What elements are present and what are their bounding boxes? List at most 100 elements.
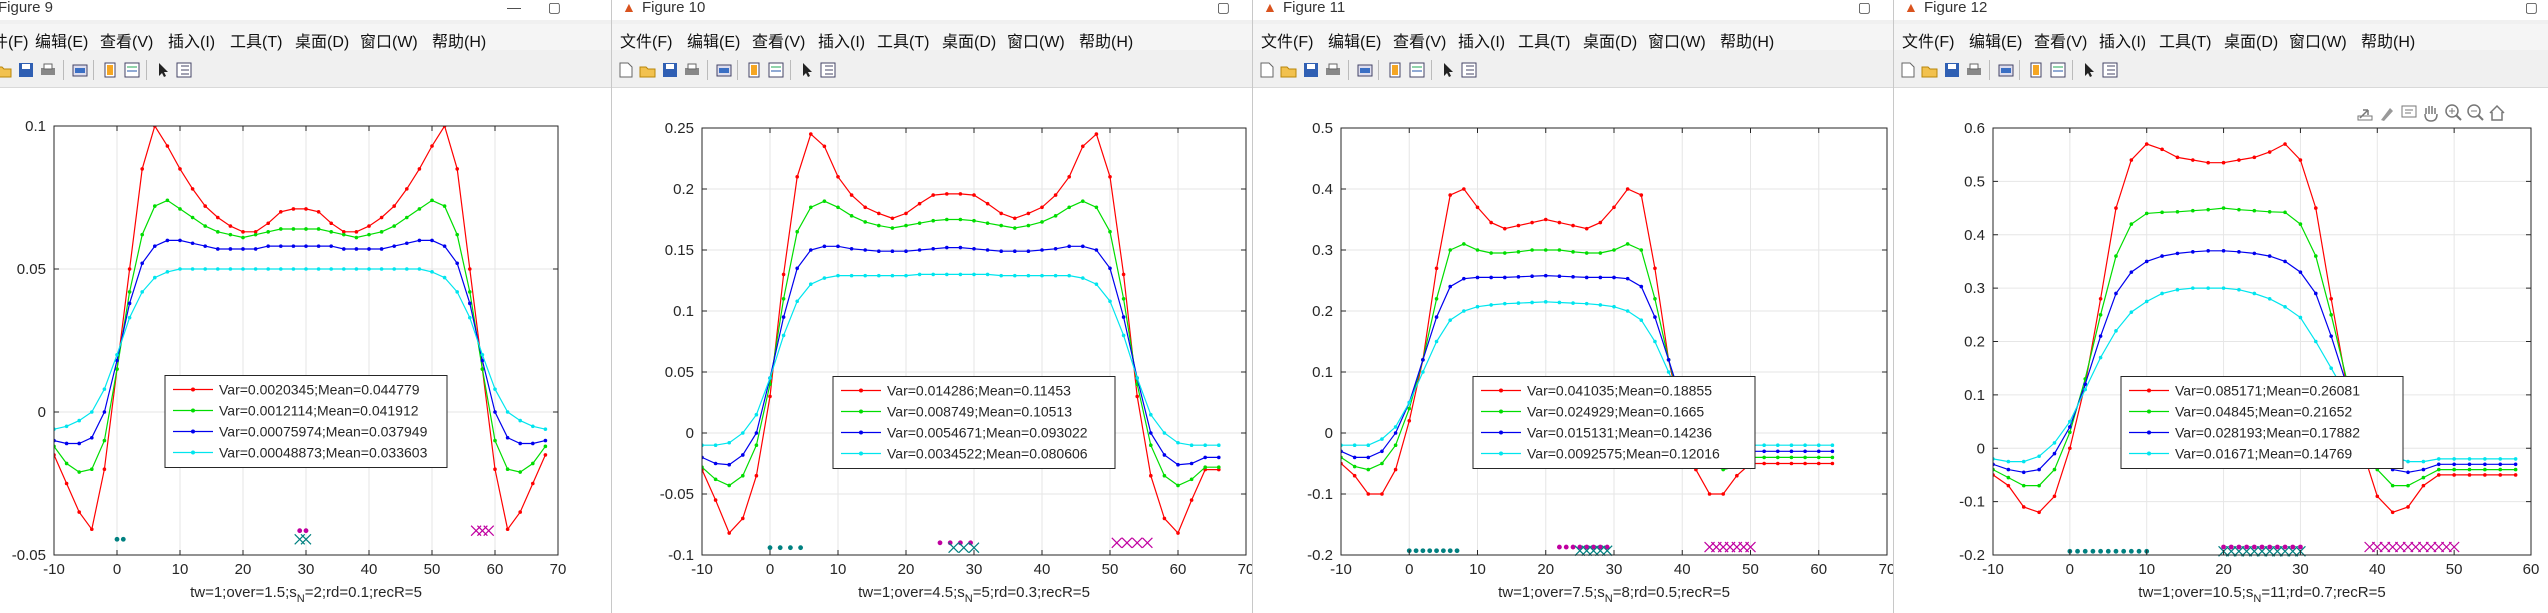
series-point-1 [1135,394,1139,399]
series-point-3 [266,244,271,248]
colorbar-icon[interactable] [100,60,119,79]
menu-tools[interactable]: 工具(T) [2159,34,2212,51]
series-point-2 [1489,251,1493,255]
series-point-3 [863,248,867,252]
menu-window[interactable]: 窗口(W) [1007,34,1065,51]
brush-icon[interactable] [2381,108,2393,121]
link-plot-icon[interactable] [714,60,733,79]
menu-edit[interactable]: 编辑(E) [687,34,741,51]
pointer-icon[interactable] [1438,60,1457,79]
series-point-2 [713,477,718,482]
menu-view[interactable]: 查看(V) [1393,34,1447,51]
series-point-3 [2114,291,2118,296]
legend-entry-1: Var=0.041035;Mean=0.18855 [1527,383,1712,399]
new-figure-icon[interactable] [616,60,635,79]
menu-tools[interactable]: 工具(T) [230,34,283,51]
legend-icon[interactable] [1407,60,1426,79]
menu-help[interactable]: 帮助(H) [1720,34,1775,51]
menu-desktop[interactable]: 桌面(D) [1583,34,1638,51]
menu-file[interactable]: 文件(F) [0,34,29,51]
link-plot-icon[interactable] [1355,60,1374,79]
series-point-4 [291,267,296,271]
link-plot-icon[interactable] [70,60,89,79]
menu-desktop[interactable]: 桌面(D) [2224,34,2279,51]
series-point-1 [367,224,371,228]
property-inspector-icon[interactable] [818,60,837,79]
pointer-icon[interactable] [153,60,172,79]
colorbar-icon[interactable] [2026,60,2045,79]
save-icon[interactable] [660,60,679,79]
pointer-icon[interactable] [2079,60,2098,79]
minimize-button[interactable]: — [507,0,521,15]
menu-desktop[interactable]: 桌面(D) [295,34,350,51]
maximize-button[interactable]: ▢ [1857,0,1871,15]
open-file-icon[interactable] [1279,60,1298,79]
menu-help[interactable]: 帮助(H) [1079,34,1134,51]
maximize-button[interactable]: ▢ [2524,0,2538,15]
menu-help[interactable]: 帮助(H) [432,34,487,51]
export-icon[interactable] [2357,109,2373,121]
zoom-out-icon[interactable] [2467,104,2484,121]
open-file-icon[interactable] [1920,60,1939,79]
menu-window[interactable]: 窗口(W) [360,34,418,51]
legend-icon[interactable] [122,60,141,79]
menu-help[interactable]: 帮助(H) [2361,34,2416,51]
menu-insert[interactable]: 插入(I) [2099,34,2147,51]
colorbar-icon[interactable] [744,60,763,79]
series-point-3 [1108,266,1112,271]
series-point-3 [2283,259,2287,264]
menu-edit[interactable]: 编辑(E) [1328,34,1382,51]
print-icon[interactable] [38,60,57,79]
property-inspector-icon[interactable] [1459,60,1478,79]
legend-swatch-marker-3 [191,429,195,434]
menu-insert[interactable]: 插入(I) [818,34,866,51]
menu-window[interactable]: 窗口(W) [2289,34,2347,51]
series-point-1 [2237,158,2241,162]
series-point-4 [1762,443,1766,448]
menu-desktop[interactable]: 桌面(D) [942,34,997,51]
menu-insert[interactable]: 插入(I) [1458,34,1506,51]
menu-view[interactable]: 查看(V) [2034,34,2088,51]
new-figure-icon[interactable] [1257,60,1276,79]
new-figure-icon[interactable] [1898,60,1917,79]
figure-toolbar [1894,53,2548,88]
open-file-icon[interactable] [0,60,13,79]
menu-window[interactable]: 窗口(W) [1648,34,1706,51]
menu-view[interactable]: 查看(V) [752,34,806,51]
maximize-button[interactable]: ▢ [547,0,561,15]
series-point-3 [367,247,371,251]
menu-view[interactable]: 查看(V) [100,34,154,51]
menu-edit[interactable]: 编辑(E) [1969,34,2023,51]
menu-file[interactable]: 文件(F) [1261,34,1314,51]
property-inspector-icon[interactable] [174,60,193,79]
pan-hand-icon[interactable] [2424,106,2438,122]
pointer-icon[interactable] [797,60,816,79]
menu-tools[interactable]: 工具(T) [1518,34,1571,51]
print-icon[interactable] [682,60,701,79]
open-file-icon[interactable] [638,60,657,79]
property-inspector-icon[interactable] [2100,60,2119,79]
link-plot-icon[interactable] [1996,60,2015,79]
menu-tools[interactable]: 工具(T) [877,34,930,51]
zoom-in-icon[interactable] [2445,104,2462,121]
menu-insert[interactable]: 插入(I) [168,34,216,51]
series-point-2 [917,221,922,225]
datatip-icon[interactable] [2401,105,2417,118]
home-icon[interactable] [2489,104,2505,121]
legend-icon[interactable] [2048,60,2067,79]
save-icon[interactable] [1301,60,1320,79]
series-point-1 [1040,205,1044,210]
series-point-1 [316,210,321,214]
legend-icon[interactable] [766,60,785,79]
series-point-1 [781,272,786,277]
menu-file[interactable]: 文件(F) [620,34,673,51]
menu-edit[interactable]: 编辑(E) [35,34,89,51]
maximize-button[interactable]: ▢ [1216,0,1230,15]
save-icon[interactable] [1942,60,1961,79]
colorbar-icon[interactable] [1385,60,1404,79]
print-icon[interactable] [1964,60,1983,79]
menu-file[interactable]: 文件(F) [1902,34,1955,51]
series-point-4 [127,315,132,320]
save-icon[interactable] [16,60,35,79]
print-icon[interactable] [1323,60,1342,79]
